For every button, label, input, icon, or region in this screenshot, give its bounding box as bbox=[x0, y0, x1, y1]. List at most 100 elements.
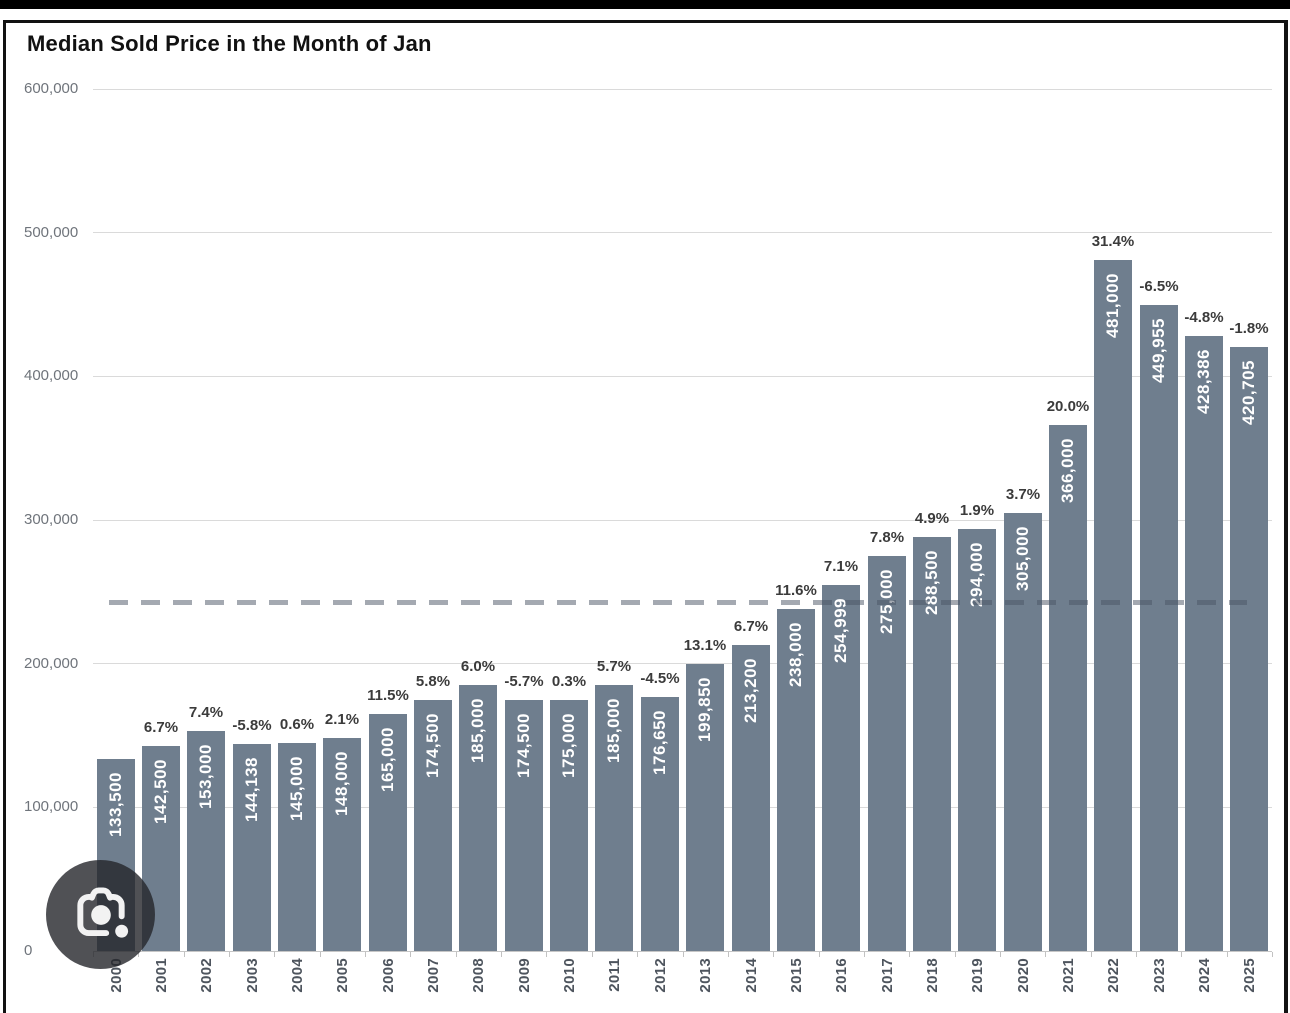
x-axis-tick bbox=[1000, 952, 1001, 957]
bar-value-label: 238,000 bbox=[786, 622, 805, 687]
x-axis-year-label: 2010 bbox=[560, 958, 578, 993]
bar: 275,000 bbox=[868, 556, 906, 951]
bar: 148,000 bbox=[323, 738, 361, 951]
x-axis-year-label: 2009 bbox=[515, 958, 533, 993]
x-axis-tick bbox=[501, 952, 502, 957]
x-axis-year-label-wrap: 2019 bbox=[966, 958, 988, 993]
x-axis-year-label: 2004 bbox=[288, 958, 306, 993]
google-lens-button[interactable] bbox=[46, 860, 155, 969]
average-dashed-line bbox=[109, 600, 1247, 605]
pct-change-label: 7.8% bbox=[869, 529, 905, 546]
chart-frame-border-left bbox=[3, 20, 6, 1013]
y-axis-tick-label: 300,000 bbox=[24, 511, 79, 528]
y-gridline bbox=[93, 232, 1272, 234]
pct-change-label: 6.7% bbox=[733, 618, 769, 635]
x-axis-line bbox=[93, 951, 1272, 952]
bar-value-label: 142,500 bbox=[151, 759, 170, 824]
x-axis-tick bbox=[1181, 952, 1182, 957]
bar: 175,000 bbox=[550, 700, 588, 951]
pct-change-label: 6.7% bbox=[143, 719, 179, 736]
x-axis-tick bbox=[184, 952, 185, 957]
bar: 174,500 bbox=[414, 700, 452, 951]
bar: 428,386 bbox=[1185, 336, 1223, 951]
x-axis-tick bbox=[320, 952, 321, 957]
x-axis-year-label-wrap: 2008 bbox=[467, 958, 489, 993]
x-axis-tick bbox=[1227, 952, 1228, 957]
x-axis-year-label-wrap: 2013 bbox=[694, 958, 716, 993]
x-axis-year-label: 2016 bbox=[832, 958, 850, 993]
pct-change-label: 3.7% bbox=[1005, 486, 1041, 503]
x-axis-year-label: 2023 bbox=[1150, 958, 1168, 993]
pct-change-label: 0.6% bbox=[279, 716, 315, 733]
x-axis-year-label-wrap: 2003 bbox=[241, 958, 263, 993]
pct-change-label: 13.1% bbox=[683, 637, 727, 654]
pct-change-label: 5.7% bbox=[596, 658, 632, 675]
bar-value-label: 366,000 bbox=[1058, 438, 1077, 503]
google-lens-camera-icon bbox=[70, 884, 132, 946]
x-axis-year-label-wrap: 2011 bbox=[603, 958, 625, 992]
bar-value-label: 133,500 bbox=[106, 772, 125, 837]
pct-change-label: 11.5% bbox=[367, 687, 409, 704]
bar: 176,650 bbox=[641, 697, 679, 951]
bar-value-label: 294,000 bbox=[967, 542, 986, 607]
pct-change-label: 11.6% bbox=[775, 582, 817, 599]
x-axis-year-label: 2011 bbox=[605, 958, 623, 992]
pct-change-label: 7.4% bbox=[188, 704, 224, 721]
pct-change-label: 6.0% bbox=[460, 658, 496, 675]
bar-value-label: 199,850 bbox=[695, 677, 714, 742]
x-axis-tick bbox=[1045, 952, 1046, 957]
x-axis-year-label-wrap: 2023 bbox=[1148, 958, 1170, 993]
x-axis-tick bbox=[864, 952, 865, 957]
x-axis-tick bbox=[637, 952, 638, 957]
bar: 174,500 bbox=[505, 700, 543, 951]
bar: 213,200 bbox=[732, 645, 770, 951]
x-axis-tick bbox=[1136, 952, 1137, 957]
x-axis-year-label: 2021 bbox=[1059, 958, 1077, 993]
x-axis-year-label: 2002 bbox=[197, 958, 215, 993]
x-axis-year-label-wrap: 2025 bbox=[1238, 958, 1260, 993]
bar: 165,000 bbox=[369, 714, 407, 951]
x-axis-year-label-wrap: 2016 bbox=[830, 958, 852, 993]
x-axis-year-label: 2013 bbox=[696, 958, 714, 993]
bar-value-label: 165,000 bbox=[378, 727, 397, 792]
y-gridline bbox=[93, 88, 1272, 90]
bar-value-label: 481,000 bbox=[1103, 273, 1122, 338]
bar: 288,500 bbox=[913, 537, 951, 951]
pct-change-label: 2.1% bbox=[324, 711, 360, 728]
x-axis-tick bbox=[274, 952, 275, 957]
x-axis-tick bbox=[1091, 952, 1092, 957]
bar-value-label: 144,138 bbox=[242, 757, 261, 822]
bar-value-label: 175,000 bbox=[559, 713, 578, 778]
bar-value-label: 254,999 bbox=[831, 598, 850, 663]
x-axis-year-label: 2006 bbox=[379, 958, 397, 993]
bar: 199,850 bbox=[686, 664, 724, 951]
x-axis-year-label: 2005 bbox=[333, 958, 351, 993]
x-axis-year-label-wrap: 2007 bbox=[422, 958, 444, 993]
x-axis-year-label-wrap: 2021 bbox=[1057, 958, 1079, 993]
bar-value-label: 420,705 bbox=[1239, 360, 1258, 425]
bar-value-label: 174,500 bbox=[514, 713, 533, 778]
chart-title: Median Sold Price in the Month of Jan bbox=[27, 31, 432, 56]
pct-change-label: -5.7% bbox=[504, 673, 544, 690]
bar-value-label: 288,500 bbox=[922, 550, 941, 615]
x-axis-year-label: 2001 bbox=[152, 958, 170, 993]
y-gridline bbox=[93, 375, 1272, 377]
x-axis-year-label: 2014 bbox=[742, 958, 760, 993]
bar: 145,000 bbox=[278, 743, 316, 951]
x-axis-tick bbox=[1272, 952, 1273, 957]
y-axis-tick-label: 100,000 bbox=[24, 798, 79, 816]
x-axis-year-label-wrap: 2002 bbox=[195, 958, 217, 993]
bar-value-label: 305,000 bbox=[1013, 526, 1032, 591]
x-axis-tick bbox=[456, 952, 457, 957]
x-axis-year-label: 2003 bbox=[243, 958, 261, 993]
bar-value-label: 148,000 bbox=[332, 751, 351, 816]
x-axis-year-label-wrap: 2006 bbox=[377, 958, 399, 993]
bar-value-label: 185,000 bbox=[468, 698, 487, 763]
pct-change-label: 0.3% bbox=[551, 673, 587, 690]
x-axis-tick bbox=[683, 952, 684, 957]
y-axis-tick-label: 0 bbox=[24, 942, 33, 959]
bar: 238,000 bbox=[777, 609, 815, 951]
bar: 144,138 bbox=[233, 744, 271, 951]
x-axis-year-label: 2012 bbox=[651, 958, 669, 993]
